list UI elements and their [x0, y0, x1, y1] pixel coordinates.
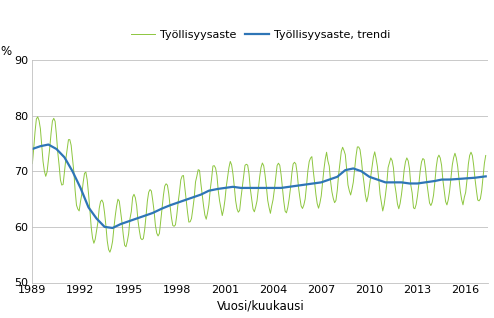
- Työllisyysaste, trendi: [427, 180, 433, 184]
- Työllisyysaste, trendi: [114, 224, 120, 228]
- Työllisyysaste: [107, 250, 113, 254]
- Työllisyysaste: [114, 204, 120, 208]
- Legend: Työllisyysaste, Työllisyysaste, trendi: Työllisyysaste, Työllisyysaste, trendi: [126, 25, 395, 45]
- Työllisyysaste, trendi: [110, 226, 116, 230]
- Työllisyysaste: [306, 160, 312, 163]
- X-axis label: Vuosi/kuukausi: Vuosi/kuukausi: [216, 300, 304, 313]
- Työllisyysaste, trendi: [306, 182, 312, 186]
- Työllisyysaste, trendi: [96, 219, 102, 223]
- Työllisyysaste: [404, 156, 410, 160]
- Työllisyysaste, trendi: [29, 147, 35, 151]
- Työllisyysaste: [483, 154, 489, 157]
- Työllisyysaste: [96, 206, 102, 210]
- Työllisyysaste: [395, 202, 401, 206]
- Työllisyysaste, trendi: [45, 143, 51, 147]
- Työllisyysaste, trendi: [395, 180, 401, 184]
- Työllisyysaste, trendi: [404, 181, 410, 185]
- Työllisyysaste: [29, 162, 35, 165]
- Text: %: %: [0, 45, 11, 58]
- Työllisyysaste: [35, 115, 41, 119]
- Työllisyysaste, trendi: [483, 175, 489, 178]
- Line: Työllisyysaste, trendi: Työllisyysaste, trendi: [32, 145, 486, 228]
- Line: Työllisyysaste: Työllisyysaste: [32, 117, 486, 252]
- Työllisyysaste: [427, 201, 433, 205]
